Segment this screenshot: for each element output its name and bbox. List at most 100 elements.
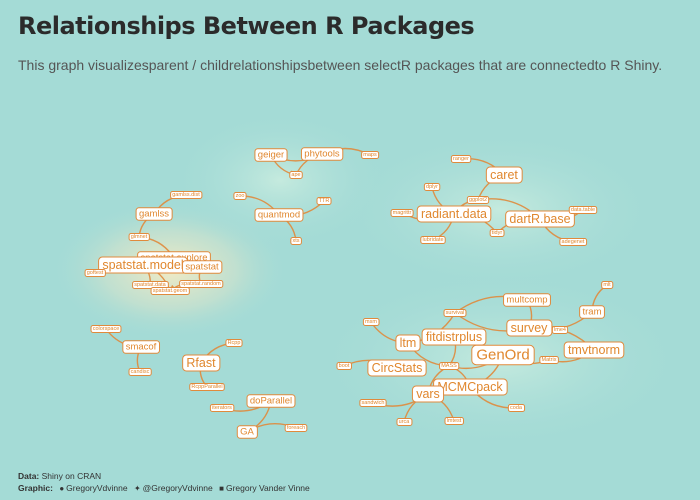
node-box	[443, 309, 467, 317]
node-caret[interactable]: caret	[485, 166, 523, 184]
node-urca[interactable]: urca	[396, 418, 413, 426]
node-label: iterators	[212, 405, 232, 411]
node-gamlss[interactable]: gamlss	[135, 207, 173, 221]
node-box	[395, 334, 421, 352]
node-label: zoo	[236, 193, 245, 199]
node-colorspace[interactable]: colorspace	[90, 325, 122, 333]
node-ttr[interactable]: TTR	[316, 197, 332, 205]
node-label: gamlss	[139, 209, 169, 220]
node-box	[503, 293, 551, 307]
node-label: CircStats	[372, 361, 423, 375]
node-coda[interactable]: coda	[507, 404, 526, 412]
node-tmvtnorm[interactable]: tmvtnorm	[563, 341, 625, 359]
node-ltm[interactable]: ltm	[395, 334, 421, 352]
node-label: dplyr	[426, 184, 438, 190]
node-box	[189, 383, 225, 391]
node-fitdistrplus[interactable]: fitdistrplus	[421, 328, 487, 346]
node-spatstat-random[interactable]: spatstat.random	[179, 280, 224, 288]
node-ranger[interactable]: ranger	[450, 155, 472, 163]
node-genord[interactable]: GenOrd	[471, 344, 535, 366]
node-adegenet[interactable]: adegenet	[559, 238, 588, 246]
node-label: ranger	[453, 156, 469, 162]
caption-twitter[interactable]: @GregoryVdvinne	[142, 483, 213, 493]
node-magrittr[interactable]: magrittr	[390, 209, 414, 217]
node-geiger[interactable]: geiger	[254, 148, 288, 162]
node-label: Matrix	[542, 357, 557, 363]
node-label: boot	[339, 363, 350, 369]
node-gamlss-dist[interactable]: gamlss.dist	[170, 191, 203, 199]
node-box	[122, 340, 161, 354]
node-tidyr[interactable]: tidyr	[489, 229, 505, 237]
node-label: gamlss.dist	[172, 192, 200, 198]
node-box	[284, 424, 308, 432]
node-foreach[interactable]: foreach	[284, 424, 308, 432]
node-ape[interactable]: ape	[289, 171, 303, 179]
node-box	[128, 368, 152, 376]
node-goftest[interactable]: goftest	[84, 269, 106, 277]
node-label: quantmod	[258, 210, 300, 221]
node-box	[450, 155, 472, 163]
node-spatstat[interactable]: spatstat	[182, 260, 223, 274]
node-matrix[interactable]: Matrix	[539, 356, 559, 364]
node-boot[interactable]: boot	[336, 362, 352, 370]
node-box	[316, 197, 332, 205]
node-circstats[interactable]: CircStats	[367, 359, 427, 377]
node-rcppparallel[interactable]: RcppParallel	[189, 383, 225, 391]
node-dplyr[interactable]: dplyr	[423, 183, 441, 191]
node-label: vars	[416, 387, 440, 401]
node-phytools[interactable]: phytools	[300, 147, 344, 161]
node-candisc[interactable]: candisc	[128, 368, 152, 376]
node-glmnet[interactable]: glmnet	[128, 233, 150, 241]
node-xts[interactable]: xts	[290, 237, 302, 245]
node-mcmcpack[interactable]: MCMCpack	[433, 378, 508, 396]
node-survival[interactable]: survival	[443, 309, 467, 317]
node-multcomp[interactable]: multcomp	[503, 293, 551, 307]
node-spatstat-model[interactable]: spatstat.model	[98, 256, 188, 274]
node-zoo[interactable]: zoo	[233, 192, 247, 200]
node-mass[interactable]: MASS	[439, 362, 460, 370]
node-box	[225, 339, 243, 347]
node-data-table[interactable]: data.table	[568, 206, 598, 214]
node-label: MCMCpack	[437, 380, 503, 394]
node-ggplot2[interactable]: ggplot2	[466, 196, 490, 204]
node-vars[interactable]: vars	[411, 385, 445, 403]
node-label: lubridate	[422, 237, 443, 243]
node-label: colorspace	[93, 326, 120, 332]
node-radiant-data[interactable]: radiant.data	[416, 205, 492, 223]
node-box	[423, 183, 441, 191]
node-label: fitdistrplus	[426, 330, 482, 344]
node-sandwich[interactable]: sandwich	[359, 399, 387, 407]
node-box	[507, 404, 526, 412]
caption-linkedin[interactable]: Gregory Vander Vinne	[225, 483, 310, 493]
node-label: data.table	[571, 207, 595, 213]
node-box	[396, 418, 413, 426]
node-spatstat-geom[interactable]: spatstat.geom	[150, 287, 190, 295]
node-box	[485, 166, 523, 184]
node-dartr-base[interactable]: dartR.base	[505, 210, 575, 228]
node-smacof[interactable]: smacof	[122, 340, 161, 354]
node-label: foreach	[287, 425, 305, 431]
node-box	[439, 362, 460, 370]
node-box	[300, 147, 344, 161]
node-lmtest[interactable]: lmtest	[444, 417, 464, 425]
node-label: survival	[446, 310, 465, 316]
node-label: adegenet	[562, 239, 585, 245]
node-spatstat-data[interactable]: spatstat.data	[132, 281, 169, 289]
node-ga[interactable]: GA	[236, 425, 258, 439]
node-box	[466, 196, 490, 204]
node-doparallel[interactable]: doParallel	[246, 394, 296, 408]
node-mlt[interactable]: mlt	[601, 281, 614, 289]
node-lubridate[interactable]: lubridate	[420, 236, 446, 244]
node-maps[interactable]: maps	[361, 151, 380, 159]
node-lme4[interactable]: lme4	[551, 326, 569, 334]
node-msm[interactable]: msm	[362, 318, 380, 326]
node-quantmod[interactable]: quantmod	[254, 208, 304, 222]
caption-github[interactable]: GregoryVdvinne	[66, 483, 128, 493]
node-tram[interactable]: tram	[579, 305, 605, 319]
node-iterators[interactable]: iterators	[209, 404, 235, 412]
node-survey[interactable]: survey	[506, 319, 553, 337]
node-rfast[interactable]: Rfast	[182, 354, 221, 372]
node-rcpp[interactable]: Rcpp	[225, 339, 243, 347]
node-box	[254, 148, 288, 162]
